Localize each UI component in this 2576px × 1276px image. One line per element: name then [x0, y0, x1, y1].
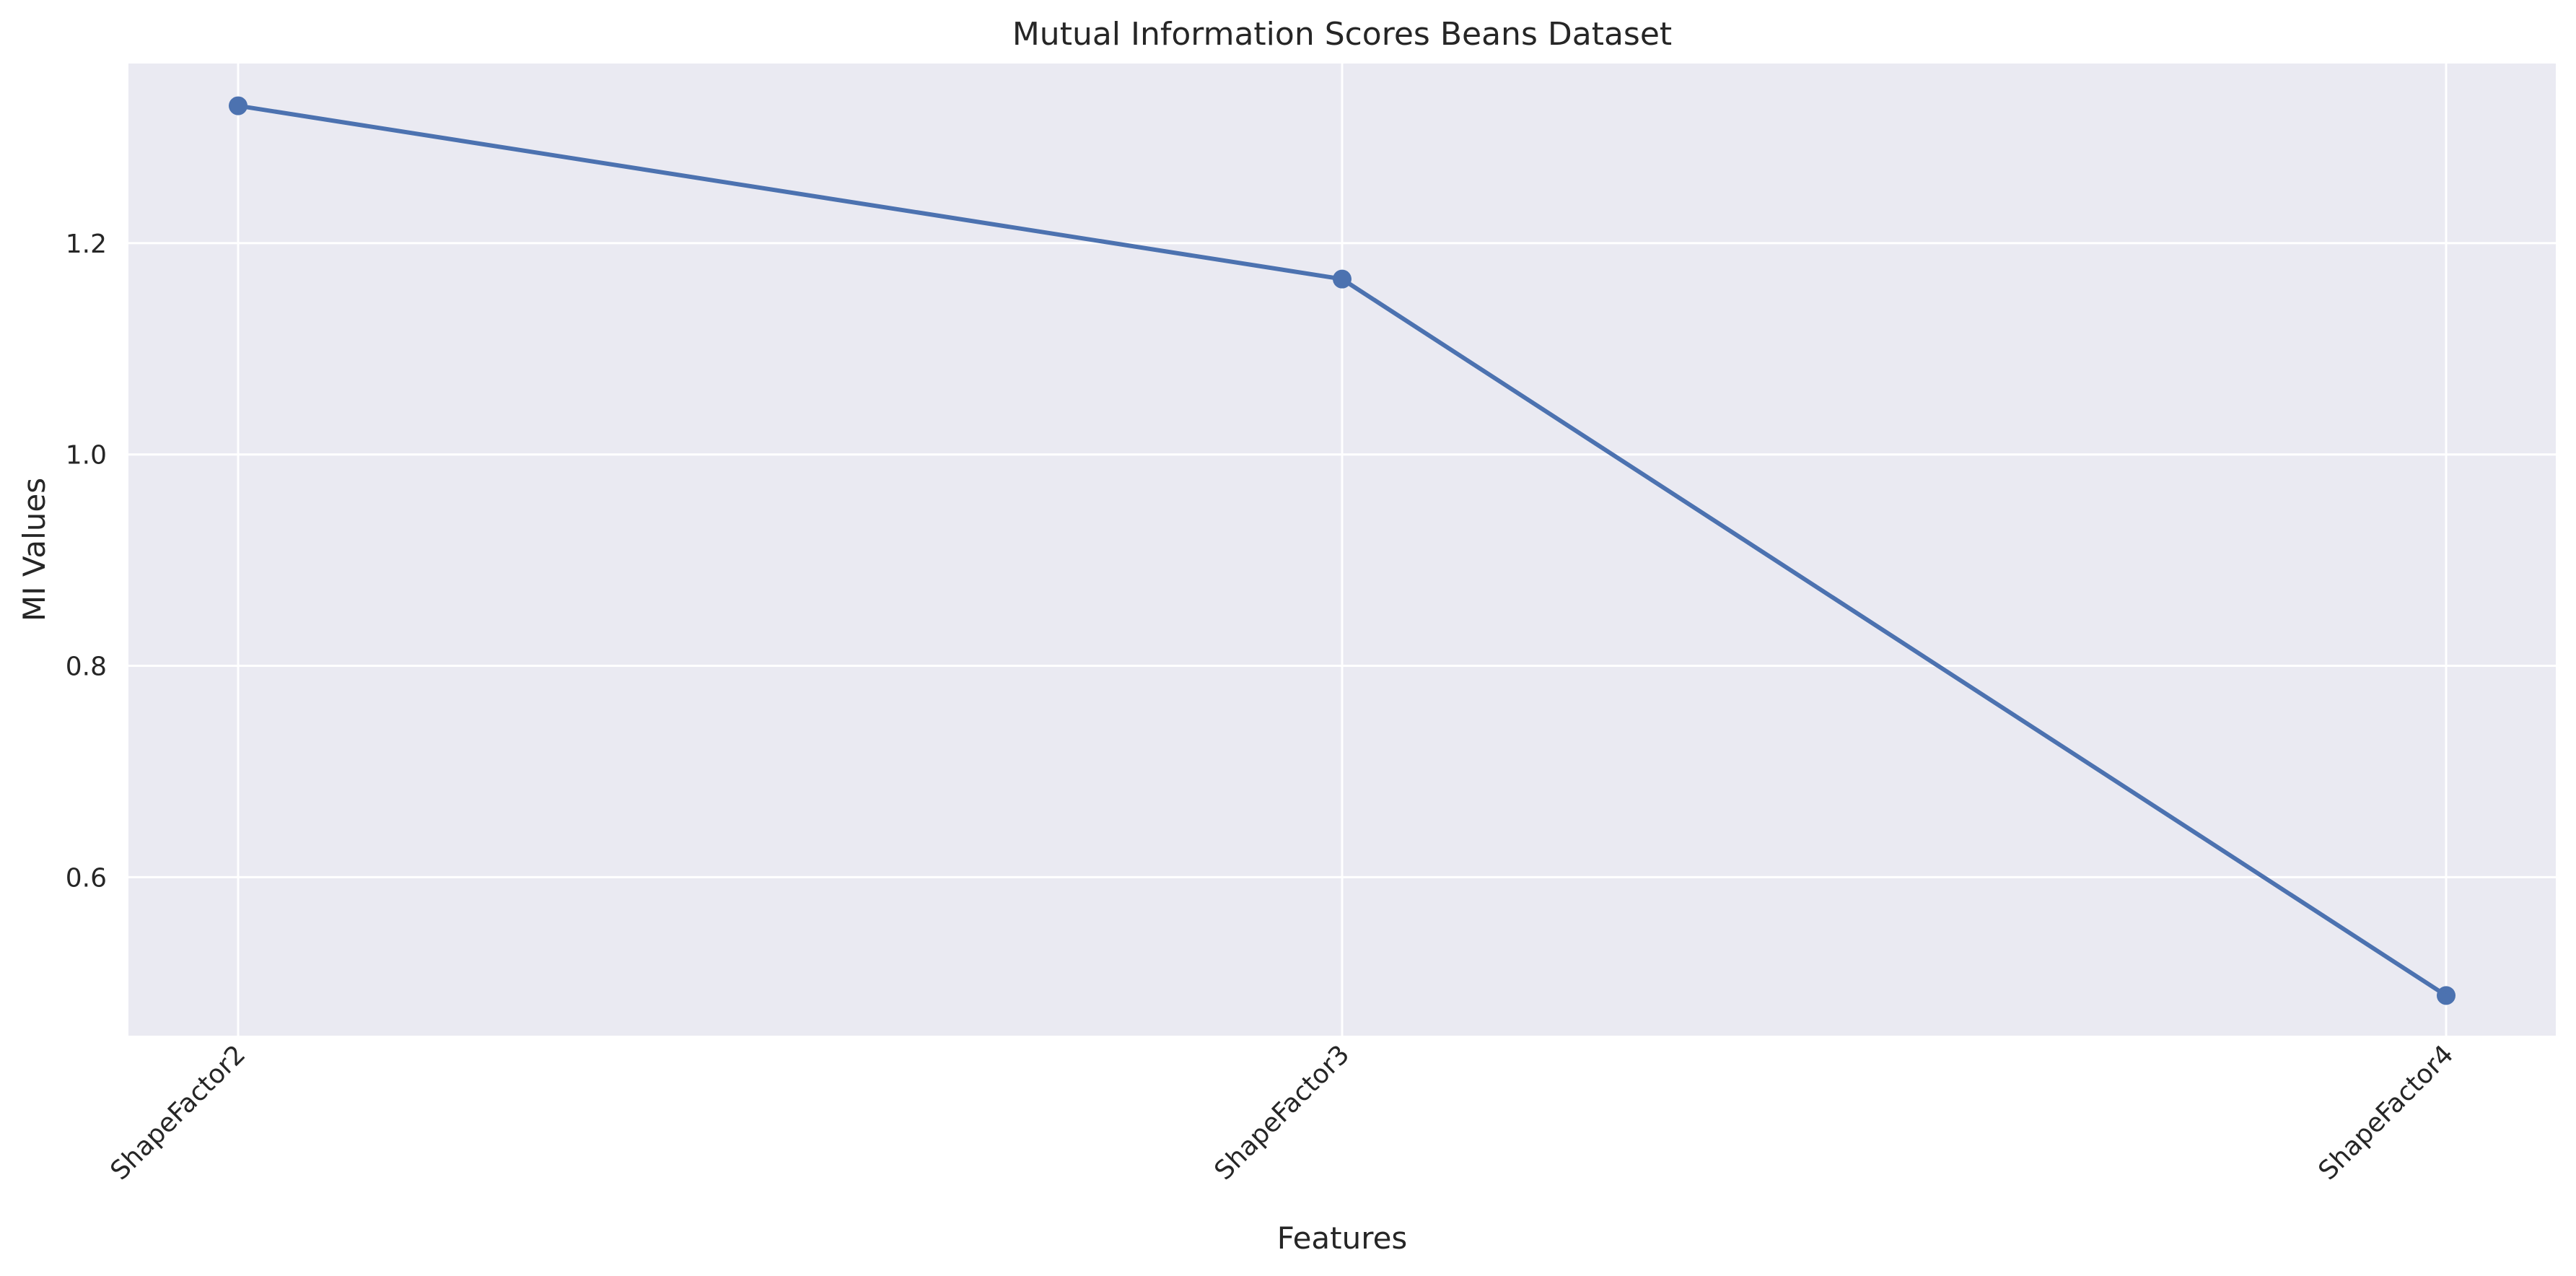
- y-tick-label: 0.8: [66, 652, 107, 682]
- y-tick-label: 1.2: [66, 230, 107, 259]
- data-point: [229, 96, 247, 115]
- x-tick-label: ShapeFactor3: [1209, 1039, 1356, 1186]
- chart-title: Mutual Information Scores Beans Dataset: [1012, 16, 1672, 53]
- y-tick-label: 0.6: [66, 863, 107, 893]
- series-group: [229, 96, 2455, 1005]
- x-tick-label: ShapeFactor2: [105, 1039, 252, 1186]
- data-point: [1333, 269, 1351, 289]
- x-axis-label: Features: [1277, 1220, 1408, 1256]
- y-tick-labels: 0.6 0.8 1.0 1.2: [66, 230, 107, 893]
- x-tick-labels: ShapeFactor2 ShapeFactor3 ShapeFactor4: [105, 1039, 2460, 1186]
- grid-lines: [128, 64, 2556, 1036]
- data-point: [2437, 986, 2455, 1005]
- y-axis-label: MI Values: [17, 478, 52, 621]
- x-tick-label: ShapeFactor4: [2313, 1039, 2460, 1186]
- y-tick-label: 1.0: [66, 441, 107, 471]
